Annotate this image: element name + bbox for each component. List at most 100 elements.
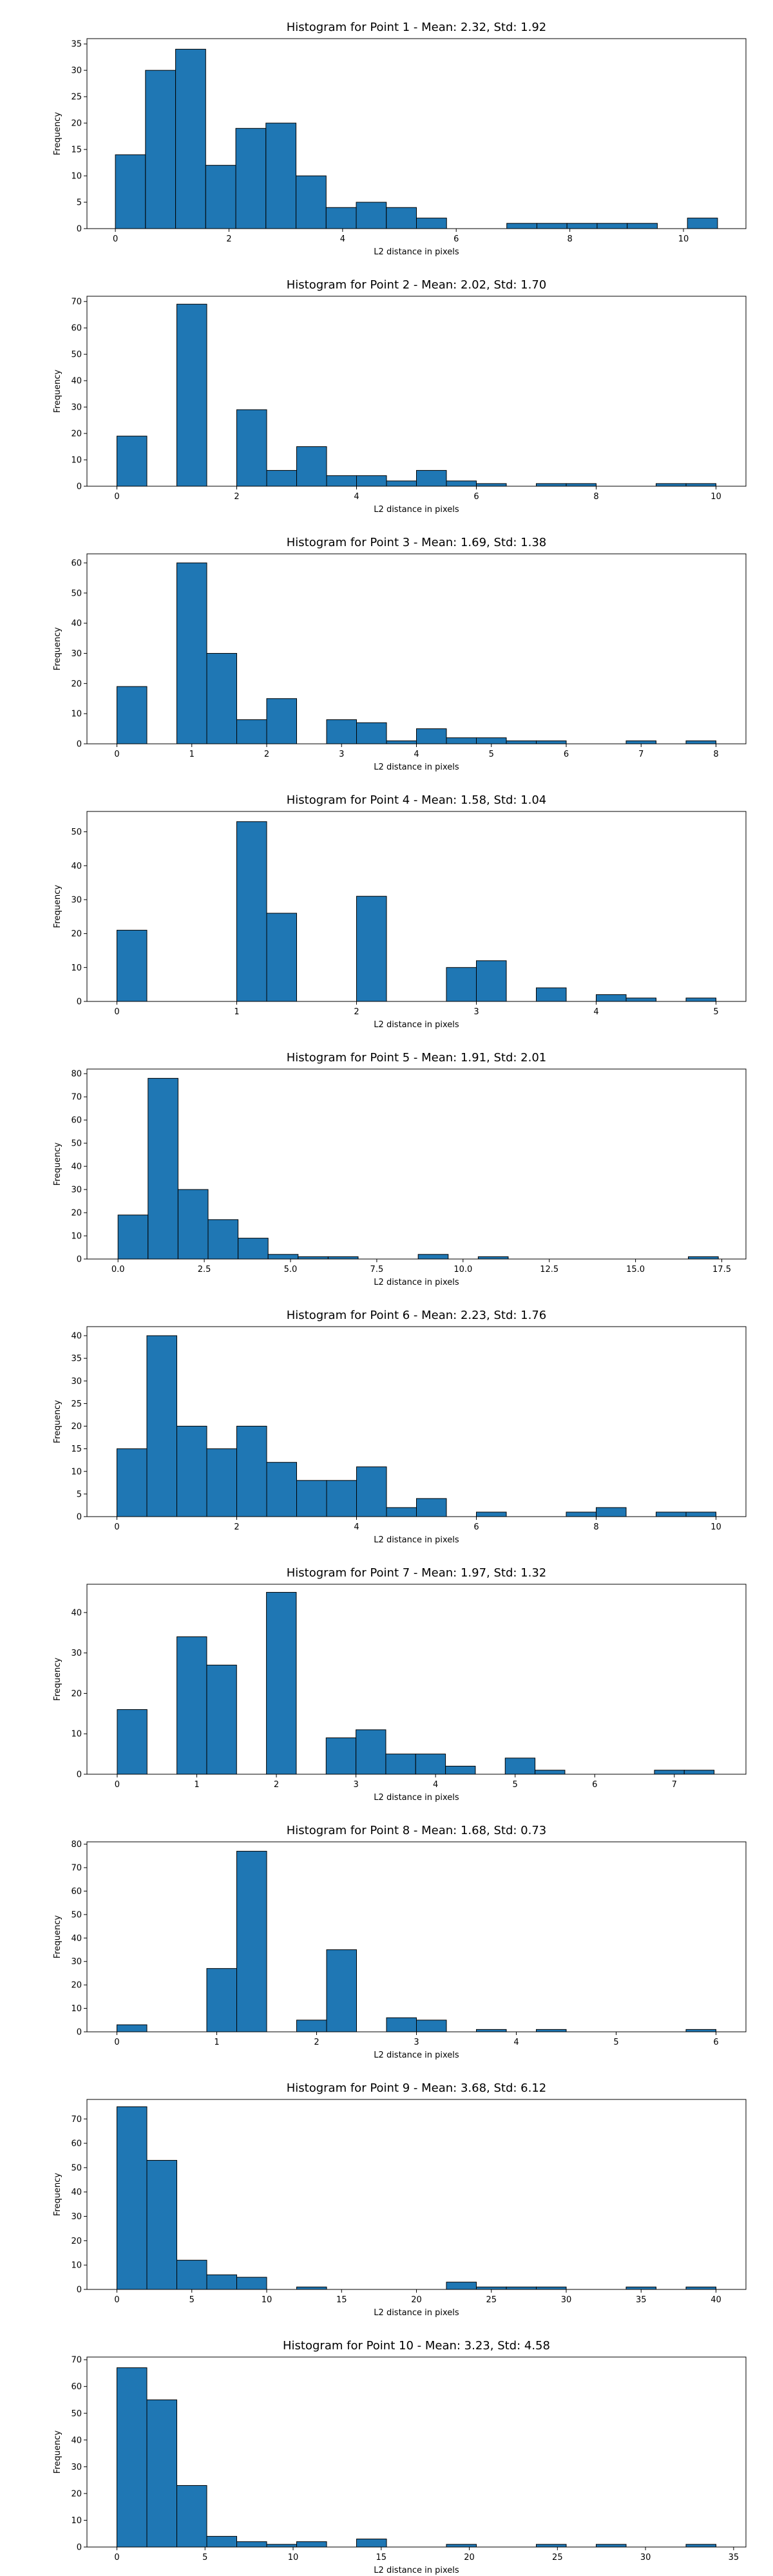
histogram-bar (266, 469, 297, 487)
x-tick-label: 5 (713, 1007, 718, 1017)
histogram-bar (206, 1665, 237, 1775)
x-axis-label: L2 distance in pixels (374, 1535, 459, 1545)
x-tick-label: 0 (114, 492, 119, 502)
histogram-bar (415, 1754, 446, 1775)
histogram-bar (685, 740, 716, 744)
y-tick-label: 0 (77, 740, 82, 750)
histogram-bar (506, 740, 537, 744)
y-tick-label: 5 (77, 1490, 82, 1499)
histogram-bar (685, 483, 716, 487)
histogram-bar (685, 1511, 716, 1517)
histogram-bar (476, 960, 507, 1002)
x-tick-label: 10.0 (453, 1265, 472, 1274)
y-tick-label: 0 (77, 225, 82, 234)
histogram-bar (625, 998, 656, 1002)
x-tick-label: 7.5 (370, 1265, 384, 1274)
x-tick-label: 10 (678, 234, 689, 244)
y-tick-label: 20 (71, 2489, 82, 2499)
x-tick-label: 15 (336, 2295, 347, 2305)
x-tick-label: 4 (433, 1780, 438, 1790)
y-tick-label: 30 (71, 2212, 82, 2222)
y-tick-label: 35 (71, 40, 82, 50)
histogram-bar (326, 475, 357, 487)
histogram-bar (266, 1592, 297, 1775)
x-tick-label: 0 (114, 2038, 119, 2047)
x-tick-label: 4 (354, 1522, 359, 1532)
histogram-bar (117, 2367, 148, 2548)
x-tick-label: 17.5 (712, 1265, 731, 1274)
y-tick-label: 60 (71, 2382, 82, 2392)
y-tick-label: 20 (71, 929, 82, 939)
y-tick-label: 70 (71, 2356, 82, 2365)
x-tick-label: 5 (489, 750, 494, 759)
x-tick-label: 0 (114, 750, 119, 759)
x-tick-label: 35 (729, 2553, 740, 2562)
x-tick-label: 10 (711, 1522, 721, 1532)
x-tick-label: 6 (473, 1522, 479, 1532)
y-tick-label: 80 (71, 1840, 82, 1850)
y-tick-label: 0 (77, 998, 82, 1007)
x-tick-label: 3 (353, 1780, 358, 1790)
x-tick-label: 25 (486, 2295, 497, 2305)
y-axis-label: Frequency (53, 370, 62, 413)
x-tick-label: 1 (234, 1007, 239, 1017)
histogram-panel-6: Histogram for Point 6 - Mean: 2.23, Std:… (53, 1309, 747, 1545)
x-tick-label: 4 (513, 2038, 519, 2047)
y-tick-label: 40 (71, 862, 82, 871)
y-tick-label: 0 (77, 2543, 82, 2553)
y-tick-label: 30 (71, 403, 82, 413)
histogram-bar (386, 207, 417, 229)
histogram-bar (536, 2544, 567, 2548)
histogram-bar (446, 2282, 477, 2290)
y-tick-label: 0 (77, 1255, 82, 1265)
x-tick-label: 6 (453, 234, 459, 244)
histogram-bar (596, 2544, 627, 2548)
histogram-bar (236, 821, 267, 1002)
y-tick-label: 50 (71, 589, 82, 598)
chart-title: Histogram for Point 3 - Mean: 1.69, Std:… (287, 536, 547, 549)
y-axis-label: Frequency (53, 627, 62, 670)
histogram-bar (146, 1335, 177, 1517)
y-tick-label: 10 (71, 1232, 82, 1242)
y-tick-label: 40 (71, 619, 82, 629)
x-tick-label: 0 (114, 1522, 119, 1532)
histogram-bar (685, 2286, 716, 2290)
y-tick-label: 30 (71, 1649, 82, 1658)
x-tick-label: 8 (713, 750, 718, 759)
y-tick-label: 0 (77, 1770, 82, 1780)
y-tick-label: 10 (71, 1730, 82, 1739)
y-axis-label: Frequency (53, 885, 62, 928)
histogram-bar (326, 1480, 357, 1517)
histogram-bar (266, 1462, 297, 1517)
y-tick-label: 15 (71, 146, 82, 155)
x-tick-label: 5 (202, 2553, 207, 2562)
y-tick-label: 60 (71, 1116, 82, 1126)
histogram-bar (476, 2286, 507, 2290)
histogram-bar (206, 2535, 237, 2548)
histogram-bar (296, 1480, 327, 1517)
histogram-panel-10: Histogram for Point 10 - Mean: 3.23, Std… (53, 2339, 747, 2575)
chart-title: Histogram for Point 8 - Mean: 1.68, Std:… (287, 1824, 547, 1837)
chart-title: Histogram for Point 7 - Mean: 1.97, Std:… (287, 1566, 547, 1580)
histogram-bar (148, 1077, 178, 1260)
y-tick-label: 10 (71, 1467, 82, 1477)
x-axis-label: L2 distance in pixels (374, 247, 459, 257)
histogram-bar (416, 1498, 447, 1517)
histogram-bar (325, 1738, 357, 1775)
y-tick-label: 0 (77, 482, 82, 492)
histogram-bar (326, 719, 357, 744)
y-tick-label: 50 (71, 2163, 82, 2173)
histogram-bar (566, 483, 596, 487)
histogram-bar (476, 483, 507, 487)
y-tick-label: 50 (71, 350, 82, 360)
histogram-bar (536, 740, 567, 744)
histogram-bar (476, 737, 507, 744)
y-tick-label: 70 (71, 1864, 82, 1873)
y-tick-label: 30 (71, 2463, 82, 2472)
y-axis-label: Frequency (53, 2430, 62, 2474)
x-tick-label: 0 (115, 1780, 120, 1790)
x-axis-label: L2 distance in pixels (374, 762, 459, 772)
y-axis-label: Frequency (53, 1915, 62, 1958)
histogram-bar (177, 1189, 209, 1260)
x-tick-label: 10 (711, 492, 721, 502)
